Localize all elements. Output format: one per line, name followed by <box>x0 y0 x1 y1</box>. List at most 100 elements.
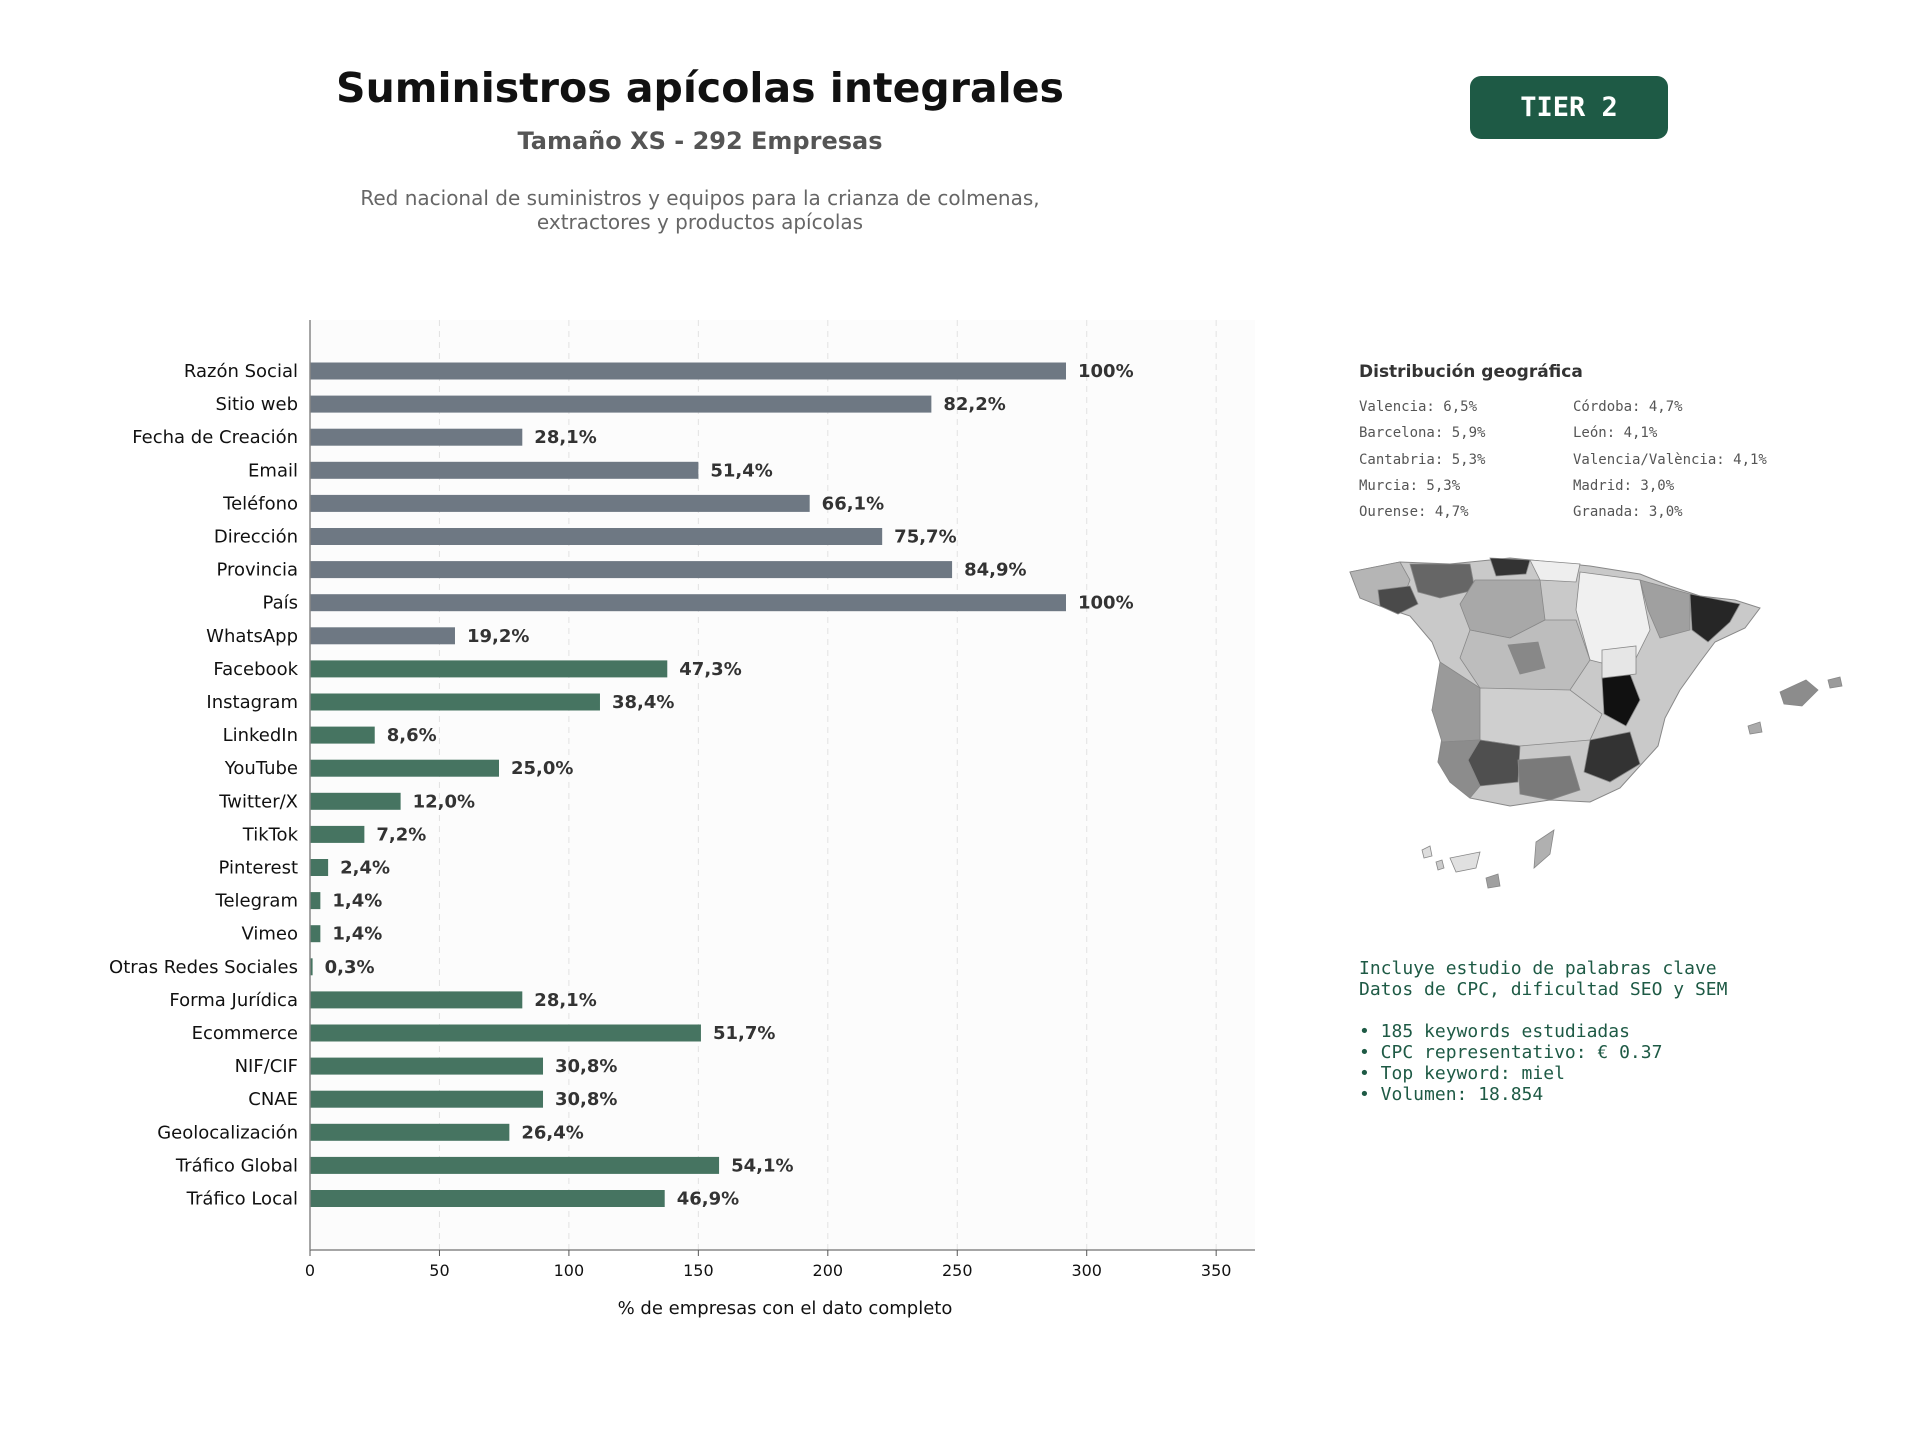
category-label-25: Tráfico Local <box>186 1189 298 1210</box>
keywords-line-1: Incluye estudio de palabras clave <box>1359 958 1717 979</box>
map-region-murcia <box>1583 731 1641 783</box>
map-region-barcelona <box>1689 593 1741 643</box>
map-region-balearics <box>1779 679 1819 707</box>
bar-21 <box>310 1057 544 1075</box>
value-label-20: 51,7% <box>713 1023 775 1044</box>
value-label-25: 46,9% <box>677 1189 739 1210</box>
spain-province-map <box>1349 557 1843 889</box>
bar-17 <box>310 925 321 943</box>
category-label-1: Sitio web <box>216 394 298 415</box>
geo-item-left-1: Barcelona: 5,9% <box>1359 425 1486 442</box>
bar-12 <box>310 759 499 777</box>
value-label-9: 47,3% <box>679 659 741 680</box>
category-label-13: Twitter/X <box>218 791 298 812</box>
map-region-basque <box>1529 559 1581 583</box>
geo-item-left-2: Cantabria: 5,3% <box>1359 451 1486 468</box>
map-region-canary-3 <box>1485 873 1501 889</box>
bar-3 <box>310 461 699 479</box>
value-label-12: 25,0% <box>511 758 573 779</box>
category-label-4: Teléfono <box>222 493 298 514</box>
category-label-23: Geolocalización <box>157 1122 298 1143</box>
category-label-2: Fecha de Creación <box>132 427 298 448</box>
map-region-ourense <box>1377 585 1419 615</box>
x-axis-label: % de empresas con el dato completo <box>618 1298 953 1319</box>
geo-item-left-4: Ourense: 4,7% <box>1359 504 1469 521</box>
geo-item-right-0: Córdoba: 4,7% <box>1573 399 1683 415</box>
bar-0 <box>310 362 1066 380</box>
geo-item-left-0: Valencia: 6,5% <box>1359 399 1478 415</box>
keyword-bullet-3: • Top keyword: miel <box>1359 1063 1565 1084</box>
x-tick-label-6: 300 <box>1071 1261 1102 1280</box>
description-line-1: Red nacional de suministros y equipos pa… <box>360 186 1040 210</box>
page-subtitle: Tamaño XS - 292 Empresas <box>517 127 883 155</box>
value-label-3: 51,4% <box>710 460 772 481</box>
value-label-16: 1,4% <box>332 891 382 912</box>
value-label-11: 8,6% <box>387 725 437 746</box>
bar-13 <box>310 792 401 810</box>
bar-6 <box>310 561 953 579</box>
x-tick-label-4: 200 <box>813 1261 844 1280</box>
bar-24 <box>310 1156 720 1174</box>
category-label-14: TikTok <box>242 824 299 845</box>
geo-title: Distribución geográfica <box>1359 362 1583 382</box>
category-label-22: CNAE <box>248 1089 298 1110</box>
value-label-14: 7,2% <box>376 824 426 845</box>
value-label-17: 1,4% <box>332 924 382 945</box>
value-label-8: 19,2% <box>467 626 529 647</box>
bar-23 <box>310 1123 510 1141</box>
plot-area <box>310 320 1255 1250</box>
value-label-15: 2,4% <box>340 858 390 879</box>
geo-item-left-3: Murcia: 5,3% <box>1359 477 1461 494</box>
bar-9 <box>310 660 668 678</box>
category-label-16: Telegram <box>215 891 298 912</box>
keyword-bullet-1: • 185 keywords estudiadas <box>1359 1021 1630 1042</box>
bar-2 <box>310 428 523 446</box>
x-tick-label-1: 50 <box>429 1261 449 1280</box>
bar-5 <box>310 528 883 545</box>
x-tick-label-2: 100 <box>554 1261 585 1280</box>
value-label-0: 100% <box>1078 361 1134 382</box>
value-label-1: 82,2% <box>943 394 1005 415</box>
value-label-2: 28,1% <box>534 427 596 448</box>
x-tick-label-5: 250 <box>942 1261 973 1280</box>
keyword-bullet-2: • CPC representativo: € 0.37 <box>1359 1042 1663 1063</box>
bar-11 <box>310 726 375 744</box>
map-region-canary-5 <box>1435 859 1445 871</box>
category-label-12: YouTube <box>224 758 298 779</box>
keywords-panel: Incluye estudio de palabras clave Datos d… <box>1359 958 1727 1105</box>
category-label-15: Pinterest <box>218 858 298 879</box>
category-label-17: Vimeo <box>241 924 298 945</box>
map-region-canary-4 <box>1421 845 1433 859</box>
bar-25 <box>310 1190 665 1207</box>
category-label-24: Tráfico Global <box>175 1155 298 1176</box>
map-region-menorca <box>1827 676 1843 689</box>
map-region-cantabria <box>1489 557 1531 577</box>
x-tick-label-7: 350 <box>1201 1261 1232 1280</box>
geo-item-right-1: León: 4,1% <box>1573 425 1658 442</box>
page-title: Suministros apícolas integrales <box>336 64 1064 112</box>
value-label-19: 28,1% <box>534 990 596 1011</box>
x-tick-label-0: 0 <box>305 1261 315 1280</box>
bar-1 <box>310 395 932 413</box>
description-line-2: extractores y productos apícolas <box>536 210 864 234</box>
bar-18 <box>310 958 313 976</box>
map-region-castellon <box>1601 645 1637 679</box>
category-label-7: País <box>263 593 298 614</box>
bar-7 <box>310 594 1066 612</box>
category-label-0: Razón Social <box>184 361 298 382</box>
bar-10 <box>310 693 600 711</box>
geo-item-right-4: Granada: 3,0% <box>1573 504 1683 521</box>
map-region-granada <box>1517 755 1581 801</box>
map-region-catalonia-n <box>1639 579 1691 639</box>
category-label-10: Instagram <box>206 692 298 713</box>
bar-8 <box>310 627 455 645</box>
map-region-leon <box>1409 563 1476 599</box>
bar-14 <box>310 825 365 843</box>
keyword-bullet-4: • Volumen: 18.854 <box>1359 1084 1544 1105</box>
category-label-9: Facebook <box>213 659 298 680</box>
bar-chart: Razón Social 100% Sitio web 82,2% Fecha de C… <box>109 320 1255 1319</box>
value-label-4: 66,1% <box>822 493 884 514</box>
value-label-22: 30,8% <box>555 1089 617 1110</box>
geo-item-right-2: Valencia/València: 4,1% <box>1573 451 1767 468</box>
map-region-madrid <box>1507 641 1546 675</box>
